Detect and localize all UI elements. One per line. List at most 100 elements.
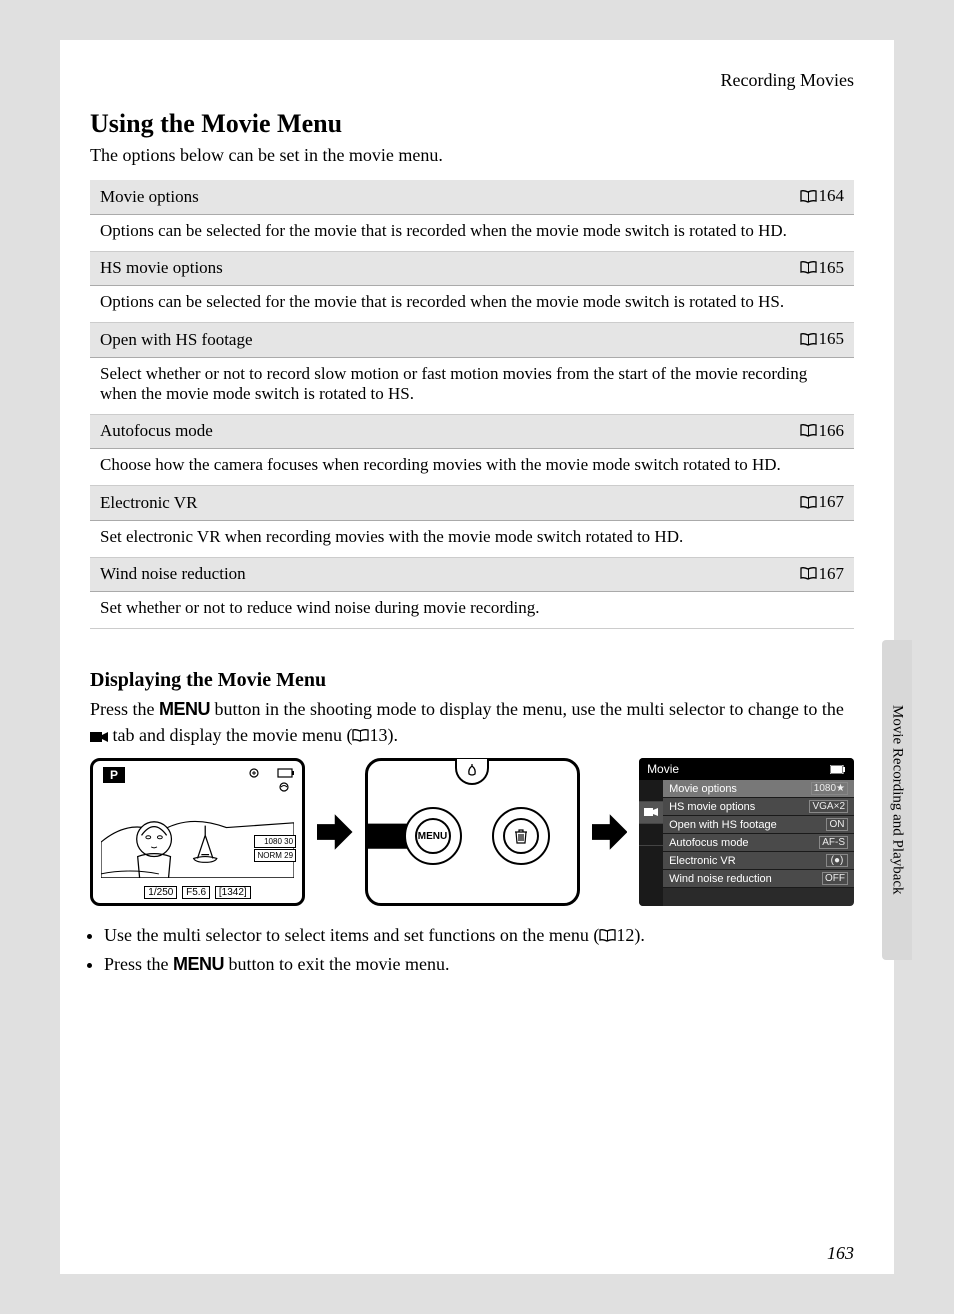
mode-indicator: P [103,767,125,783]
menu-item: Electronic VR (●) [663,852,854,870]
option-title: Electronic VR [90,486,639,521]
menu-button: MENU [415,818,451,854]
section-name: Movie Recording and Playback [889,705,906,895]
manual-page: Recording Movies Using the Movie Menu Th… [60,40,894,1274]
text-fragment: Press the [104,954,173,974]
option-page-ref: 167 [639,486,854,521]
table-row-header: Autofocus mode166 [90,414,854,449]
option-title: HS movie options [90,251,639,286]
menu-item-value: ON [826,818,848,831]
menu-titlebar: Movie [639,758,854,780]
book-icon [800,424,817,437]
menu-items-list: Movie options 1080★ HS movie options VGA×2 O… [663,780,854,906]
menu-item-label: Electronic VR [669,855,736,867]
menu-item-label: Autofocus mode [669,837,749,849]
option-title: Wind noise reduction [90,557,639,592]
menu-item-label: Wind noise reduction [669,873,772,885]
camera-lcd-illustration: P [90,758,305,906]
option-title: Autofocus mode [90,414,639,449]
badge: 1080 30 [254,835,296,848]
illustration-row: P [90,758,854,906]
page-title: Using the Movie Menu [90,109,854,139]
section-thumb-tab: Movie Recording and Playback [882,640,912,960]
menu-item-value: OFF [822,872,848,885]
menu-item: HS movie options VGA×2 [663,798,854,816]
table-row-desc: Options can be selected for the movie th… [90,214,854,251]
menu-item-label: HS movie options [669,801,755,813]
page-number: 163 [827,1243,854,1264]
table-row-header: Open with HS footage165 [90,323,854,358]
lcd-badges: 1080 30 NORM 29 [254,835,296,863]
book-icon [800,190,817,203]
table-row-desc: Select whether or not to record slow mot… [90,357,854,414]
menu-item-label: Movie options [669,783,737,795]
arrow-right-icon [317,812,353,852]
list-item: Use the multi selector to select items a… [104,922,854,949]
option-page-ref: 166 [639,414,854,449]
option-page-ref: 165 [639,251,854,286]
menu-item-label: Open with HS footage [669,819,777,831]
book-icon [800,567,817,580]
menu-title: Movie [647,762,679,776]
text-fragment: tab and display the movie menu ( [108,725,352,745]
table-row-desc: Options can be selected for the movie th… [90,286,854,323]
menu-item: Movie options 1080★ [663,780,854,798]
menu-item-value: VGA×2 [809,800,848,813]
book-icon [800,333,817,346]
text-fragment: button in the shooting mode to display t… [210,699,844,719]
option-page-ref: 165 [639,323,854,358]
table-row-desc: Choose how the camera focuses when recor… [90,449,854,486]
option-description: Set electronic VR when recording movies … [90,520,854,557]
lcd-scene-drawing [101,789,294,878]
option-title: Open with HS footage [90,323,639,358]
strap-lug [455,759,489,785]
table-row-header: HS movie options165 [90,251,854,286]
menu-item: Autofocus modeAF-S [663,834,854,852]
movie-options-table: Movie options164Options can be selected … [90,180,854,629]
menu-item: Wind noise reduction OFF [663,870,854,888]
intro-paragraph: The options below can be set in the movi… [90,145,854,166]
menu-tab-movie [639,802,663,824]
badge: NORM 29 [254,849,296,862]
page-reference: 13 [369,725,387,745]
shutter-speed: 1/250 [144,886,177,899]
movie-camera-icon [90,730,108,744]
book-icon [800,261,817,274]
menu-button-label: MENU [159,699,210,719]
aperture: F5.6 [182,886,210,899]
table-row-header: Wind noise reduction167 [90,557,854,592]
menu-item-value: 1080★ [811,782,848,795]
text-fragment: ). [634,925,645,945]
option-description: Options can be selected for the movie th… [90,286,854,323]
frame-counter: [1342] [215,886,251,899]
table-row-desc: Set whether or not to reduce wind noise … [90,592,854,629]
option-page-ref: 164 [639,180,854,214]
menu-item: Open with HS footage ON [663,816,854,834]
table-row-header: Movie options164 [90,180,854,214]
camera-buttons-illustration: MENU [365,758,580,906]
text-fragment: Use the multi selector to select items a… [104,925,599,945]
text-fragment: ). [387,725,398,745]
menu-item-value: (●) [826,854,848,867]
chapter-header: Recording Movies [90,70,854,91]
option-description: Set whether or not to reduce wind noise … [90,592,854,629]
option-description: Options can be selected for the movie th… [90,214,854,251]
battery-icon [830,765,846,774]
table-row-header: Electronic VR167 [90,486,854,521]
text-fragment: Press the [90,699,159,719]
option-title: Movie options [90,180,639,214]
trash-icon [514,828,528,844]
menu-tab [639,780,663,802]
instruction-bullets: Use the multi selector to select items a… [104,922,854,978]
arrow-right-icon [592,812,628,852]
book-icon [352,729,369,742]
page-reference: 12 [616,925,634,945]
menu-tab-strip [639,780,663,906]
list-item: Press the MENU button to exit the movie … [104,951,854,978]
table-row-desc: Set electronic VR when recording movies … [90,520,854,557]
option-page-ref: 167 [639,557,854,592]
lcd-bottom-info: 1/250 F5.6 [1342] [93,886,302,899]
delete-button [503,818,539,854]
movie-camera-icon [644,807,658,818]
delete-button-ring [492,807,550,865]
